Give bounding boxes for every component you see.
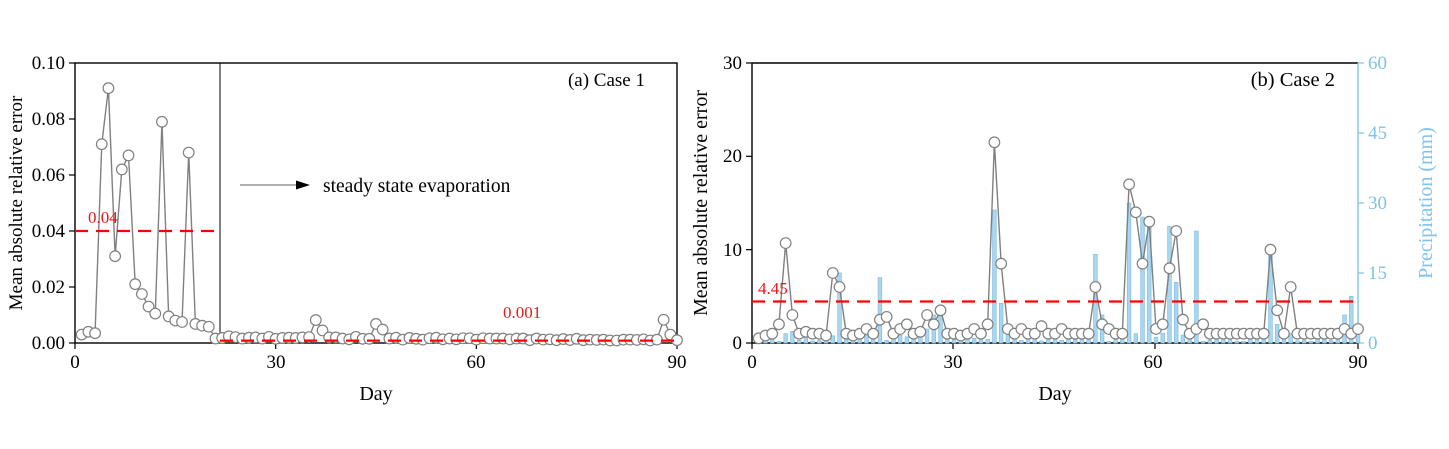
- svg-text:90: 90: [1349, 352, 1368, 373]
- svg-text:30: 30: [944, 352, 963, 373]
- svg-text:10: 10: [723, 240, 742, 261]
- svg-text:0.10: 0.10: [32, 53, 65, 74]
- svg-text:Day: Day: [359, 383, 392, 405]
- svg-text:90: 90: [668, 352, 687, 373]
- svg-text:30: 30: [267, 352, 286, 373]
- svg-text:0: 0: [70, 352, 80, 373]
- svg-text:45: 45: [1368, 123, 1387, 144]
- svg-text:0: 0: [747, 352, 757, 373]
- svg-text:0.02: 0.02: [32, 277, 65, 298]
- svg-text:Mean absolute relative error: Mean absolute relative error: [6, 95, 27, 310]
- svg-text:0.04: 0.04: [32, 221, 66, 242]
- svg-text:0.001: 0.001: [503, 303, 541, 322]
- svg-text:0: 0: [1368, 333, 1378, 354]
- svg-text:(b) Case 2: (b) Case 2: [1251, 69, 1335, 91]
- svg-text:4.45: 4.45: [758, 279, 788, 298]
- svg-text:0.08: 0.08: [32, 109, 65, 130]
- svg-text:0: 0: [733, 333, 743, 354]
- svg-text:30: 30: [1368, 193, 1387, 214]
- svg-text:0.00: 0.00: [32, 333, 65, 354]
- svg-text:30: 30: [723, 53, 742, 74]
- svg-text:0.06: 0.06: [32, 165, 65, 186]
- svg-text:steady state evaporation: steady state evaporation: [323, 176, 511, 197]
- svg-text:Day: Day: [1038, 383, 1071, 405]
- svg-text:(a) Case 1: (a) Case 1: [568, 70, 645, 91]
- svg-text:20: 20: [723, 146, 742, 167]
- svg-text:60: 60: [1144, 352, 1163, 373]
- svg-text:Mean absolute relative error: Mean absolute relative error: [690, 90, 712, 316]
- svg-text:60: 60: [1368, 53, 1387, 74]
- svg-text:60: 60: [467, 352, 486, 373]
- svg-text:0.04: 0.04: [88, 208, 118, 227]
- svg-text:Precipitation (mm): Precipitation (mm): [1415, 127, 1437, 279]
- svg-text:15: 15: [1368, 263, 1387, 284]
